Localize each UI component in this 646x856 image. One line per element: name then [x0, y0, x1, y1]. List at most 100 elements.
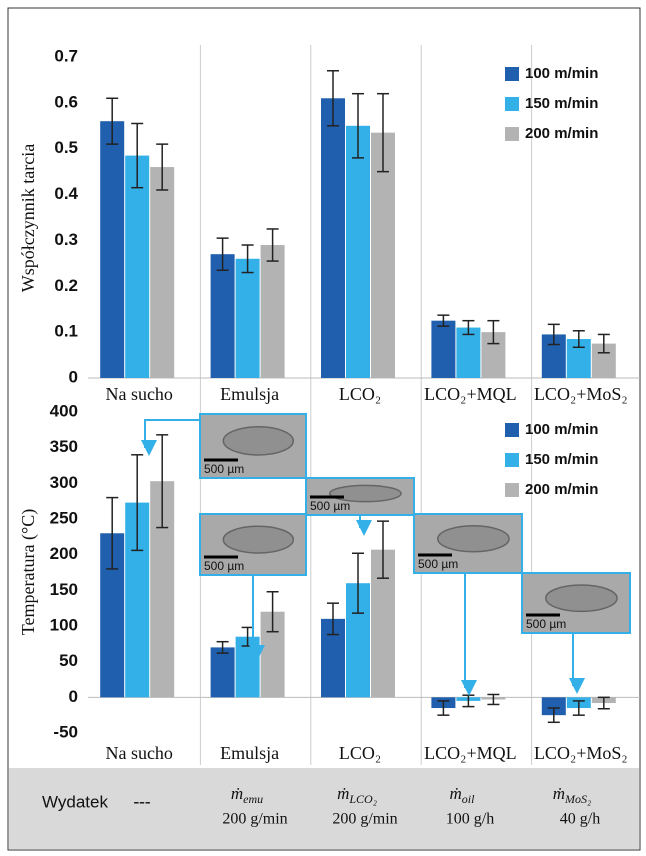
error-bar: [241, 244, 254, 274]
y-tick-label: 350: [50, 437, 78, 456]
y-tick-label: 0: [69, 367, 78, 386]
bar: [541, 697, 566, 716]
legend-label: 100 m/min: [525, 65, 598, 82]
error-bar: [487, 693, 500, 706]
error-bar: [377, 520, 389, 579]
table-symbol: ---: [134, 792, 151, 811]
y-tick-label: 0.7: [54, 46, 78, 65]
table-symbol: ṁMoS₂: [553, 784, 591, 806]
error-bar: [487, 319, 500, 345]
y-tick-label: 0.5: [54, 138, 78, 157]
error-bar: [572, 700, 585, 716]
symbol-sub: MoS₂: [564, 792, 591, 806]
legend-label: 200 m/min: [525, 481, 598, 498]
error-bar: [156, 434, 169, 529]
y-axis-label: Temperatura (°C): [18, 509, 39, 635]
scale-label: 500 µm: [204, 462, 244, 476]
wear-mark: [222, 426, 295, 456]
bar: [371, 132, 395, 378]
table-symbol: ṁoil: [450, 784, 476, 806]
table-rate: 40 g/h: [560, 811, 600, 828]
bar: [431, 320, 456, 378]
error-bar: [352, 92, 364, 159]
bar: [125, 155, 150, 378]
symbol-base: ṁ: [553, 784, 565, 803]
legend-swatch: [505, 483, 519, 497]
y-tick-label: 0.1: [54, 322, 78, 341]
symbol-base: ṁ: [450, 784, 462, 803]
table-bg: [9, 768, 639, 849]
bar: [210, 647, 235, 698]
table-rate: 200 g/min: [222, 811, 287, 828]
error-bar: [266, 228, 279, 262]
legend-swatch: [505, 453, 519, 467]
bar: [150, 167, 175, 378]
wear-mark: [437, 525, 510, 553]
bar: [260, 245, 285, 378]
x-tick-label: LCO₂+MQL: [424, 384, 516, 404]
error-bar: [597, 333, 610, 354]
x-tick-label: Na sucho: [105, 384, 172, 404]
y-tick-label: 0.2: [54, 276, 78, 295]
table-symbol: ṁemu: [231, 784, 263, 806]
error-bar: [597, 696, 610, 710]
y-tick-label: 0.4: [54, 184, 78, 203]
bar: [235, 258, 260, 378]
legend-swatch: [505, 423, 519, 437]
legend-swatch: [505, 67, 519, 81]
symbol-sub: oil: [462, 792, 475, 806]
error-bar: [216, 640, 229, 654]
x-tick-label: LCO₂: [339, 384, 381, 404]
error-bar: [547, 707, 560, 724]
y-tick-label: 0.6: [54, 92, 78, 111]
legend-label: 200 m/min: [525, 125, 598, 142]
error-bar: [106, 97, 119, 145]
y-tick-label: 0: [69, 687, 78, 706]
y-tick-label: 100: [50, 615, 78, 634]
y-axis-label: Współczynnik tarcia: [18, 144, 38, 292]
bar: [100, 121, 125, 378]
wear-mark: [329, 484, 402, 503]
x-tick-label: Emulsja: [220, 384, 279, 404]
scale-label: 500 µm: [310, 499, 350, 513]
error-bar: [327, 70, 339, 127]
symbol-sub: LCO₂: [348, 792, 377, 806]
wear-mark: [222, 525, 295, 554]
bar: [321, 98, 345, 379]
y-tick-label: 150: [50, 580, 78, 599]
bar: [210, 254, 235, 378]
y-tick-label: 300: [50, 473, 78, 492]
y-tick-label: 250: [50, 508, 78, 527]
scale-label: 500 µm: [418, 557, 458, 571]
x-tick-label: LCO₂+MQL: [424, 743, 516, 763]
error-bar: [352, 552, 364, 614]
error-bar: [572, 330, 585, 349]
error-bar: [327, 602, 339, 636]
bar: [456, 327, 481, 378]
x-tick-label: LCO₂+MoS₂: [534, 743, 628, 763]
legend-swatch: [505, 127, 519, 141]
scale-label: 500 µm: [204, 559, 244, 573]
symbol-base: ṁ: [337, 784, 349, 803]
y-tick-label: 200: [50, 544, 78, 563]
x-tick-label: Emulsja: [220, 743, 279, 763]
table-rate: 200 g/min: [332, 811, 397, 828]
table-label: Wydatek: [42, 792, 108, 811]
error-bar: [216, 237, 229, 271]
symbol-sub: emu: [243, 792, 263, 806]
error-bar: [437, 700, 450, 716]
y-tick-label: 50: [59, 651, 78, 670]
x-tick-label: LCO₂+MoS₂: [534, 384, 628, 404]
error-bar: [266, 591, 279, 633]
legend-swatch: [505, 97, 519, 111]
wear-mark: [545, 584, 618, 613]
legend-label: 100 m/min: [525, 421, 598, 438]
error-bar: [437, 314, 450, 327]
arrow: [141, 419, 200, 456]
error-bar: [377, 92, 389, 173]
table-rate: 100 g/h: [446, 811, 494, 828]
error-bar: [131, 122, 144, 189]
y-tick-label: 0.3: [54, 230, 78, 249]
error-bar: [462, 319, 475, 336]
